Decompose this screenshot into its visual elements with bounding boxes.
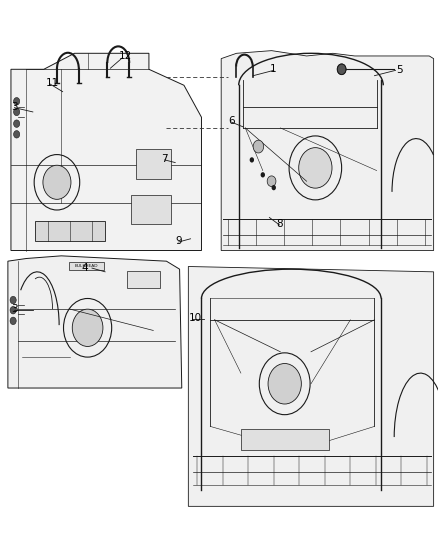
Circle shape <box>272 185 276 190</box>
Polygon shape <box>188 266 434 506</box>
Circle shape <box>299 148 332 188</box>
Circle shape <box>10 317 16 325</box>
Circle shape <box>43 165 71 199</box>
Polygon shape <box>8 256 182 388</box>
Text: 8: 8 <box>276 219 283 229</box>
Circle shape <box>14 131 20 138</box>
Bar <box>35 221 105 241</box>
Text: 5: 5 <box>396 66 403 75</box>
Text: 7: 7 <box>161 154 168 164</box>
Text: 11: 11 <box>46 78 59 87</box>
Circle shape <box>10 306 16 314</box>
Text: 9: 9 <box>175 236 182 246</box>
Circle shape <box>14 120 20 127</box>
Circle shape <box>253 140 264 153</box>
Circle shape <box>14 98 20 105</box>
Bar <box>241 429 328 450</box>
Text: BULKHEAD: BULKHEAD <box>75 264 99 268</box>
Polygon shape <box>11 53 201 251</box>
Bar <box>131 195 171 224</box>
Text: 6: 6 <box>228 116 234 126</box>
Bar <box>136 149 171 179</box>
Circle shape <box>250 157 254 163</box>
Circle shape <box>261 172 265 177</box>
Circle shape <box>267 176 276 187</box>
Circle shape <box>268 364 301 404</box>
Text: 3: 3 <box>11 304 18 314</box>
Text: 12: 12 <box>119 52 132 61</box>
Text: 10: 10 <box>188 313 201 323</box>
Circle shape <box>14 108 20 116</box>
Text: 3: 3 <box>11 102 18 111</box>
Polygon shape <box>221 51 434 251</box>
Circle shape <box>337 64 346 75</box>
Text: 1: 1 <box>269 64 276 74</box>
Circle shape <box>72 309 103 346</box>
Circle shape <box>10 296 16 304</box>
Bar <box>69 262 104 270</box>
Bar <box>127 271 160 288</box>
Text: 4: 4 <box>81 263 88 273</box>
